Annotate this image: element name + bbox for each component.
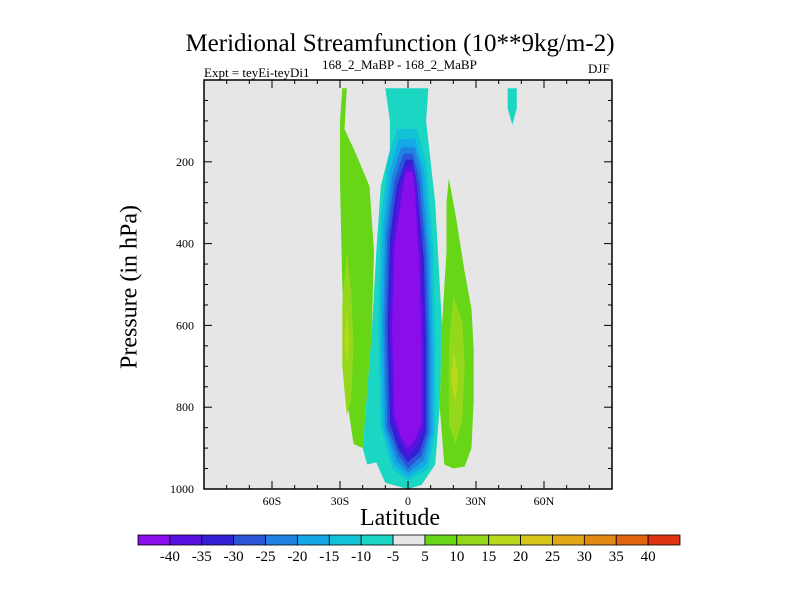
- x-tick-label: 30S: [331, 494, 350, 508]
- colorbar-swatch: [265, 534, 298, 546]
- colorbar-swatch: [615, 534, 649, 546]
- colorbar-label: -40: [160, 549, 180, 565]
- colorbar-label: 25: [545, 549, 560, 565]
- y-tick-label: 400: [176, 237, 194, 251]
- colorbar-swatch: [647, 534, 681, 546]
- colorbar-swatch: [488, 534, 521, 546]
- colorbar-label: 20: [513, 549, 528, 565]
- colorbar-swatch: [137, 534, 171, 546]
- colorbar-label: -20: [287, 549, 307, 565]
- x-tick-label: 0: [405, 494, 411, 508]
- colorbar-swatch: [552, 534, 585, 546]
- colorbar-label: -25: [256, 549, 276, 565]
- shading-yellow-right: [451, 349, 458, 404]
- colorbar-label: -35: [192, 549, 212, 565]
- colorbar-label: 10: [449, 549, 464, 565]
- colorbar-swatch: [424, 534, 458, 546]
- colorbar-swatch: [297, 534, 330, 546]
- colorbar-label: -30: [224, 549, 244, 565]
- x-tick-label: 30N: [466, 494, 487, 508]
- colorbar-label: 40: [641, 549, 656, 565]
- colorbar-swatch: [520, 534, 553, 546]
- x-tick-label: 60S: [263, 494, 282, 508]
- colorbar-swatch: [392, 534, 426, 546]
- shading-yellow-left: [344, 309, 350, 367]
- chart-subtitle: 168_2_MaBP - 168_2_MaBP: [322, 57, 477, 72]
- colorbar-label: 30: [577, 549, 592, 565]
- shading-c-40: [392, 172, 422, 449]
- colorbar-swatch: [456, 534, 490, 546]
- colorbar-label: 35: [609, 549, 624, 565]
- y-tick-label: 600: [176, 318, 194, 332]
- y-tick-label: 800: [176, 400, 194, 414]
- contour-shading: [340, 88, 517, 489]
- x-axis-label: Latitude: [360, 505, 440, 531]
- colorbar-swatch: [360, 534, 394, 546]
- colorbar-label: -5: [387, 549, 400, 565]
- colorbar-swatch: [328, 534, 362, 546]
- colorbar-swatch: [201, 534, 235, 546]
- experiment-label: Expt = teyEi-teyDi1: [204, 65, 310, 80]
- x-tick-label: 60N: [534, 494, 555, 508]
- season-label: DJF: [588, 61, 610, 76]
- colorbar-label: 5: [421, 549, 429, 565]
- chart-title: Meridional Streamfunction (10**9kg/m-2): [185, 30, 615, 57]
- y-tick-label: 1000: [170, 482, 194, 496]
- colorbar-swatch: [583, 534, 617, 546]
- colorbar-label: -15: [319, 549, 339, 565]
- colorbar-label: -10: [351, 549, 371, 565]
- axis-ticks: 60S 30S 0 30N 60N 200 400 600 800 1000: [170, 80, 612, 508]
- colorbar-swatch: [233, 534, 266, 546]
- y-tick-label: 200: [176, 155, 194, 169]
- colorbar-swatch: [169, 534, 203, 546]
- colorbar-label: 15: [481, 549, 496, 565]
- shading-cyan-top-patch: [507, 88, 517, 125]
- colorbar: -40 -35 -30 -25 -20 -15 -10 -5 5 10 15 20 25 30 35 40: [137, 534, 681, 565]
